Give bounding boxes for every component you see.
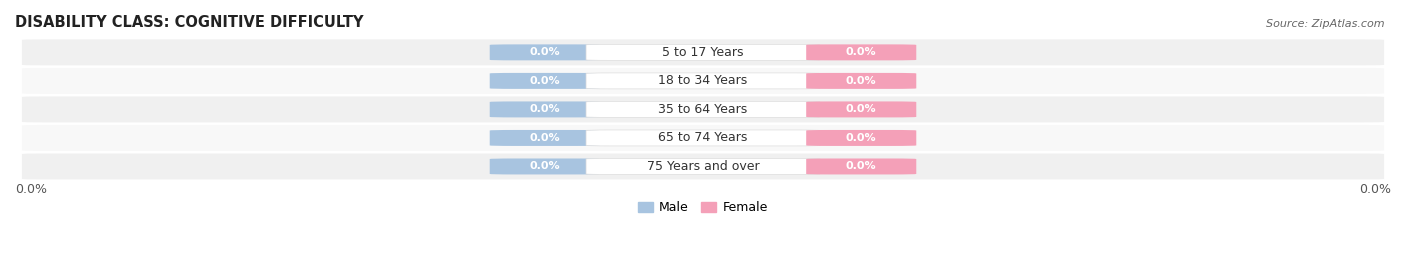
Text: 5 to 17 Years: 5 to 17 Years [662, 46, 744, 59]
Text: 35 to 64 Years: 35 to 64 Years [658, 103, 748, 116]
Text: 0.0%: 0.0% [846, 133, 876, 143]
FancyBboxPatch shape [806, 73, 917, 89]
FancyBboxPatch shape [586, 101, 820, 117]
FancyBboxPatch shape [22, 154, 1384, 179]
Text: 0.0%: 0.0% [530, 76, 560, 86]
Text: 0.0%: 0.0% [846, 47, 876, 57]
FancyBboxPatch shape [806, 130, 917, 146]
Text: 0.0%: 0.0% [530, 104, 560, 114]
FancyBboxPatch shape [489, 73, 600, 89]
FancyBboxPatch shape [22, 97, 1384, 122]
FancyBboxPatch shape [806, 158, 917, 175]
Text: 0.0%: 0.0% [530, 47, 560, 57]
Text: 0.0%: 0.0% [15, 183, 46, 196]
Text: 0.0%: 0.0% [530, 161, 560, 171]
Text: 75 Years and over: 75 Years and over [647, 160, 759, 173]
FancyBboxPatch shape [806, 101, 917, 117]
FancyBboxPatch shape [489, 44, 600, 60]
Text: 0.0%: 0.0% [1360, 183, 1391, 196]
FancyBboxPatch shape [489, 158, 600, 175]
Text: 0.0%: 0.0% [846, 104, 876, 114]
FancyBboxPatch shape [586, 73, 820, 89]
FancyBboxPatch shape [489, 101, 600, 117]
Text: Source: ZipAtlas.com: Source: ZipAtlas.com [1267, 19, 1385, 29]
FancyBboxPatch shape [586, 44, 820, 60]
Text: 0.0%: 0.0% [846, 76, 876, 86]
FancyBboxPatch shape [806, 44, 917, 60]
Text: 0.0%: 0.0% [846, 161, 876, 171]
Text: DISABILITY CLASS: COGNITIVE DIFFICULTY: DISABILITY CLASS: COGNITIVE DIFFICULTY [15, 15, 364, 30]
FancyBboxPatch shape [22, 39, 1384, 65]
FancyBboxPatch shape [22, 68, 1384, 94]
Legend: Male, Female: Male, Female [638, 201, 768, 214]
FancyBboxPatch shape [489, 130, 600, 146]
Text: 0.0%: 0.0% [530, 133, 560, 143]
Text: 65 to 74 Years: 65 to 74 Years [658, 132, 748, 144]
FancyBboxPatch shape [586, 130, 820, 146]
Text: 18 to 34 Years: 18 to 34 Years [658, 75, 748, 87]
FancyBboxPatch shape [22, 125, 1384, 151]
FancyBboxPatch shape [586, 158, 820, 175]
